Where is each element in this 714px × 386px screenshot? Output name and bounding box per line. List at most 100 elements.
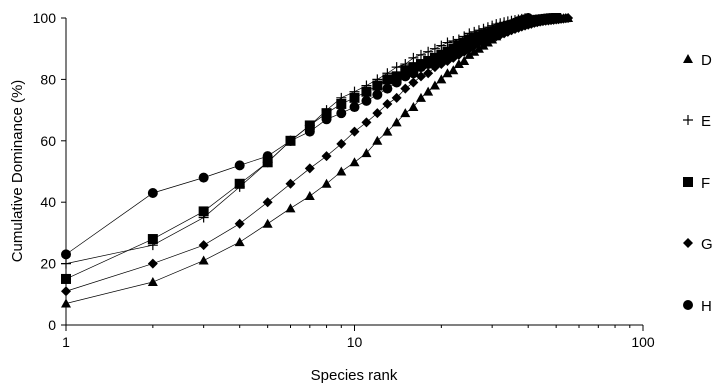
x-ticks: 1 10 100 xyxy=(62,325,655,350)
series-g-line xyxy=(65,17,569,292)
series-d-point xyxy=(234,237,245,247)
series-d-point xyxy=(448,65,459,75)
series-layer xyxy=(61,13,574,308)
series-f-point xyxy=(61,273,71,284)
series-h-point xyxy=(321,114,332,125)
series-h-point xyxy=(372,89,383,100)
series-e-point xyxy=(408,52,419,63)
series-h-point xyxy=(349,102,360,113)
series-d-point xyxy=(436,74,447,84)
series-g-point xyxy=(198,240,209,251)
legend-label-g: G xyxy=(701,236,713,253)
series-e-point xyxy=(436,40,447,51)
series-f-point xyxy=(408,62,419,73)
series-g-point xyxy=(349,126,360,137)
legend-label-f: F xyxy=(701,175,710,192)
series-h-point xyxy=(147,187,158,198)
y-ticks: 0 20 40 60 80 100 xyxy=(33,10,66,333)
series-h-point xyxy=(285,135,296,146)
series-e-point xyxy=(61,258,71,269)
series-h-point xyxy=(304,126,315,137)
series-e-point xyxy=(391,62,402,73)
series-d-point xyxy=(415,92,426,102)
series-e-point xyxy=(442,37,453,48)
series-h-point xyxy=(61,249,71,260)
series-h-point xyxy=(382,83,393,94)
series-g-point xyxy=(491,31,502,42)
series-d-point xyxy=(61,298,71,308)
series-d-point xyxy=(198,255,209,265)
series-h-point xyxy=(336,108,347,119)
series-f-point xyxy=(400,65,411,76)
series-d-point xyxy=(469,46,480,56)
series-g-point xyxy=(408,77,419,88)
legend-label-d: D xyxy=(701,52,712,69)
series-g-point xyxy=(382,98,393,109)
series-e-point xyxy=(415,49,426,60)
series-d-point xyxy=(408,102,419,112)
series-f-line xyxy=(65,17,557,280)
series-f-point xyxy=(262,157,273,168)
legend-marker-e xyxy=(683,115,693,125)
series-g-point xyxy=(234,218,245,229)
y-axis-label: Cumulative Dominance (%) xyxy=(9,80,26,263)
series-d-point xyxy=(391,117,402,127)
legend: D E F G H xyxy=(683,52,713,315)
x-tick-label: 1 xyxy=(62,334,70,350)
series-f-point xyxy=(198,206,209,217)
series-d-point xyxy=(349,157,360,167)
series-d-point xyxy=(429,80,440,90)
series-d-point xyxy=(336,166,347,176)
series-g-point xyxy=(147,258,158,269)
series-g-point xyxy=(361,117,372,128)
legend-marker-h xyxy=(683,300,693,310)
series-d-point xyxy=(382,126,393,136)
series-g-point xyxy=(391,92,402,103)
series-d-point xyxy=(459,55,470,65)
series-h-point xyxy=(361,95,372,106)
series-g-point xyxy=(304,163,315,174)
legend-label-e: E xyxy=(701,113,711,130)
series-h xyxy=(61,13,534,260)
y-tick-label: 20 xyxy=(40,256,56,272)
legend-marker-f xyxy=(683,177,693,187)
series-f-point xyxy=(372,80,383,91)
y-tick-label: 60 xyxy=(40,133,56,149)
x-tick-label: 100 xyxy=(631,334,655,350)
y-tick-label: 40 xyxy=(40,194,56,210)
series-f-point xyxy=(391,71,402,82)
series-h-point xyxy=(523,13,534,23)
series-h-point xyxy=(391,77,402,88)
y-tick-label: 100 xyxy=(33,10,57,26)
series-d-point xyxy=(372,135,383,145)
x-axis-label: Species rank xyxy=(311,367,398,384)
y-tick-label: 0 xyxy=(48,317,56,333)
series-f xyxy=(61,13,562,284)
series-g-point xyxy=(423,68,434,79)
series-d xyxy=(61,13,574,308)
series-d-point xyxy=(473,43,484,53)
legend-label-h: H xyxy=(701,298,712,315)
series-e-point xyxy=(423,46,434,57)
series-g-point xyxy=(436,59,447,70)
series-f-point xyxy=(234,178,245,189)
series-h-point xyxy=(408,68,419,79)
series-g-point xyxy=(495,29,506,40)
series-g xyxy=(61,13,574,297)
series-d-point xyxy=(147,277,158,287)
series-d-point xyxy=(262,218,273,228)
series-g-point xyxy=(321,151,332,162)
series-d-point xyxy=(285,203,296,213)
series-d-point xyxy=(321,178,332,188)
series-d-point xyxy=(304,191,315,201)
series-g-point xyxy=(372,108,383,119)
series-d-point xyxy=(464,49,475,59)
series-d-point xyxy=(361,148,372,158)
series-d-line xyxy=(65,17,569,304)
series-f-point xyxy=(321,108,332,119)
series-g-point xyxy=(262,197,273,208)
series-e-point xyxy=(429,43,440,54)
legend-marker-g xyxy=(683,238,693,248)
series-f-point xyxy=(361,86,372,97)
